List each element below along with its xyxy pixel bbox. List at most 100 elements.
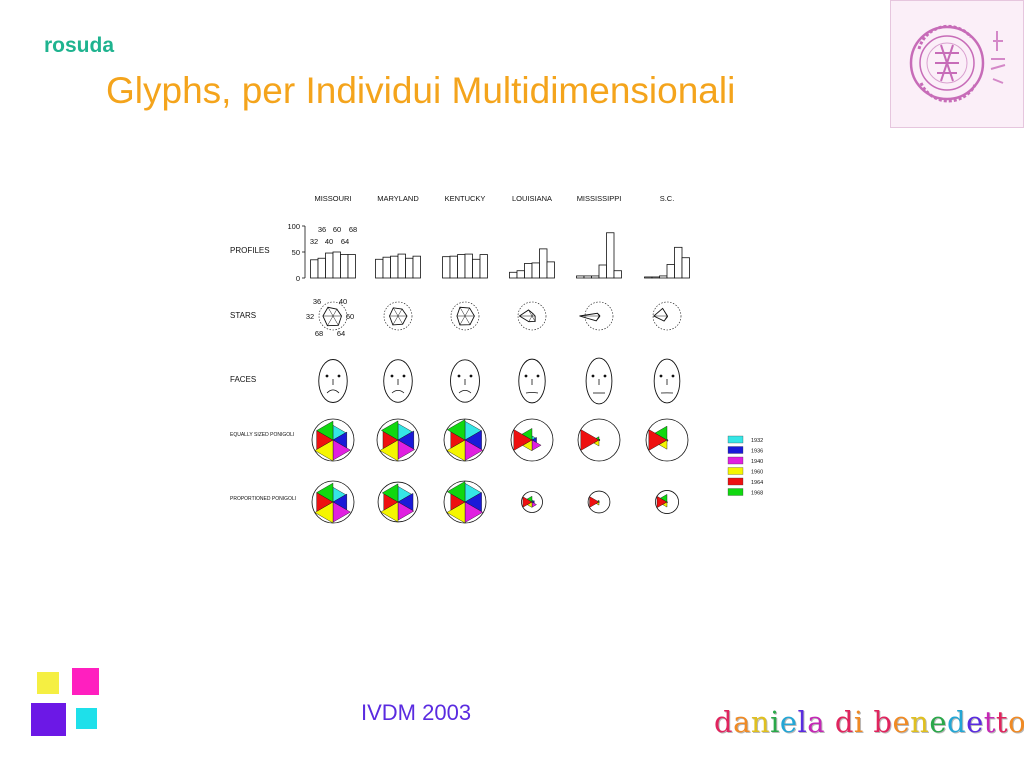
star-ray <box>528 315 533 322</box>
profile-bar <box>479 254 488 279</box>
profile-bar <box>390 255 399 279</box>
profile-bar <box>457 254 466 279</box>
profile-key-label: 36 <box>318 225 326 234</box>
author-letter: d <box>947 705 967 739</box>
star-polygon <box>579 312 601 322</box>
author-letter: a <box>807 705 826 739</box>
proportioned-pie-slice <box>526 495 533 503</box>
profile-key-label: 40 <box>325 237 333 246</box>
star-ray <box>459 315 466 326</box>
profile-bar <box>591 275 600 279</box>
author-letter: b <box>873 705 893 739</box>
profile-bar <box>382 256 391 279</box>
state-header: KENTUCKY <box>445 194 486 203</box>
equal-pie-slice <box>595 436 600 441</box>
legend-swatch <box>727 477 744 486</box>
star-key-label: 64 <box>337 329 345 338</box>
equal-pie-slice <box>316 420 334 441</box>
profile-key-label: 64 <box>341 237 349 246</box>
profile-bar <box>347 254 356 279</box>
profile-bar <box>531 262 540 279</box>
state-header: LOUISIANA <box>512 194 552 203</box>
face-eye <box>402 374 406 378</box>
state-header: MARYLAND <box>377 194 419 203</box>
profile-bar <box>325 252 334 279</box>
profile-bar <box>598 264 607 279</box>
equal-pie-slice <box>446 419 466 441</box>
author-letter: n <box>750 705 771 739</box>
face-mouth <box>326 389 340 394</box>
profile-bar <box>464 253 473 279</box>
star-polygon <box>389 307 408 326</box>
profile-bar <box>666 264 675 279</box>
face-eye <box>390 374 394 378</box>
profile-bar <box>539 248 548 279</box>
legend-swatch <box>727 435 744 444</box>
author-letter: o <box>1008 705 1024 739</box>
equal-pie-slice <box>521 428 533 441</box>
equal-pie-slice <box>380 420 399 441</box>
profile-bar <box>442 256 451 279</box>
profile-bar <box>659 275 668 279</box>
proportioned-pie-slice <box>316 482 334 503</box>
star-key-label: 32 <box>306 312 314 321</box>
author-letter: d <box>834 705 854 739</box>
face-eye <box>659 374 663 378</box>
author-letter: a <box>733 705 751 739</box>
star-ray <box>327 315 334 326</box>
profile-bar <box>412 255 421 279</box>
magenta-square-icon <box>72 668 99 695</box>
face-eye <box>469 374 473 378</box>
star-key-label: 60 <box>346 312 354 321</box>
profile-bar <box>606 232 615 279</box>
proportioned-pie-slice <box>446 481 466 503</box>
profile-bar <box>375 258 384 279</box>
profile-bar <box>332 251 341 279</box>
state-header: MISSISSIPPI <box>577 194 622 203</box>
equal-pie-slice <box>580 429 600 451</box>
star-ray <box>459 307 466 317</box>
equal-pie-slice <box>654 425 668 441</box>
star-ray <box>464 315 471 325</box>
author-letter: i <box>770 705 780 739</box>
proportioned-pie-slice <box>659 494 668 503</box>
face-mouth <box>458 389 472 394</box>
row-label: PROFILES <box>230 246 270 255</box>
footer-text: IVDM 2003 <box>361 700 472 725</box>
star-reference-circle <box>652 301 682 331</box>
author-letter: e <box>892 705 911 739</box>
face-eye <box>325 374 329 378</box>
face-eye <box>603 374 607 378</box>
author-letter: e <box>966 705 984 739</box>
face-eye <box>524 374 528 378</box>
legend-year-label: 1968 <box>751 491 763 497</box>
profile-key-label: 68 <box>349 225 357 234</box>
star-ray <box>393 307 399 317</box>
legend-swatch <box>727 446 744 454</box>
star-polygon <box>652 307 668 322</box>
row-label: FACES <box>230 375 256 384</box>
cyan-square-icon <box>76 708 97 729</box>
profile-bar <box>546 261 555 279</box>
author-signature: daniela di benedetto <box>714 705 1024 739</box>
slide-title: Glyphs, per Individui Multidimensionali <box>106 70 736 111</box>
glyphs-figure: MISSOURI MARYLAND KENTUCKY LOUISIANA MISSISS… <box>220 186 780 566</box>
author-letter: t <box>995 705 1009 739</box>
author-letter: l <box>797 705 808 739</box>
state-header: MISSOURI <box>314 194 351 203</box>
yellow-square-icon <box>37 672 59 694</box>
legend-swatch <box>727 467 744 475</box>
legend-swatch <box>727 456 744 465</box>
star-reference-circle <box>383 301 413 331</box>
face-eye <box>457 374 461 378</box>
profile-bar <box>681 257 690 279</box>
profile-bar <box>472 258 481 279</box>
author-letter: e <box>929 705 947 739</box>
profile-bar <box>613 270 622 279</box>
star-ray <box>464 307 470 317</box>
proportioned-pie-slice <box>381 483 399 503</box>
state-header: S.C. <box>660 194 675 203</box>
author-letter: i <box>853 705 864 739</box>
legend-swatch <box>727 488 744 496</box>
profile-bar <box>317 257 326 279</box>
